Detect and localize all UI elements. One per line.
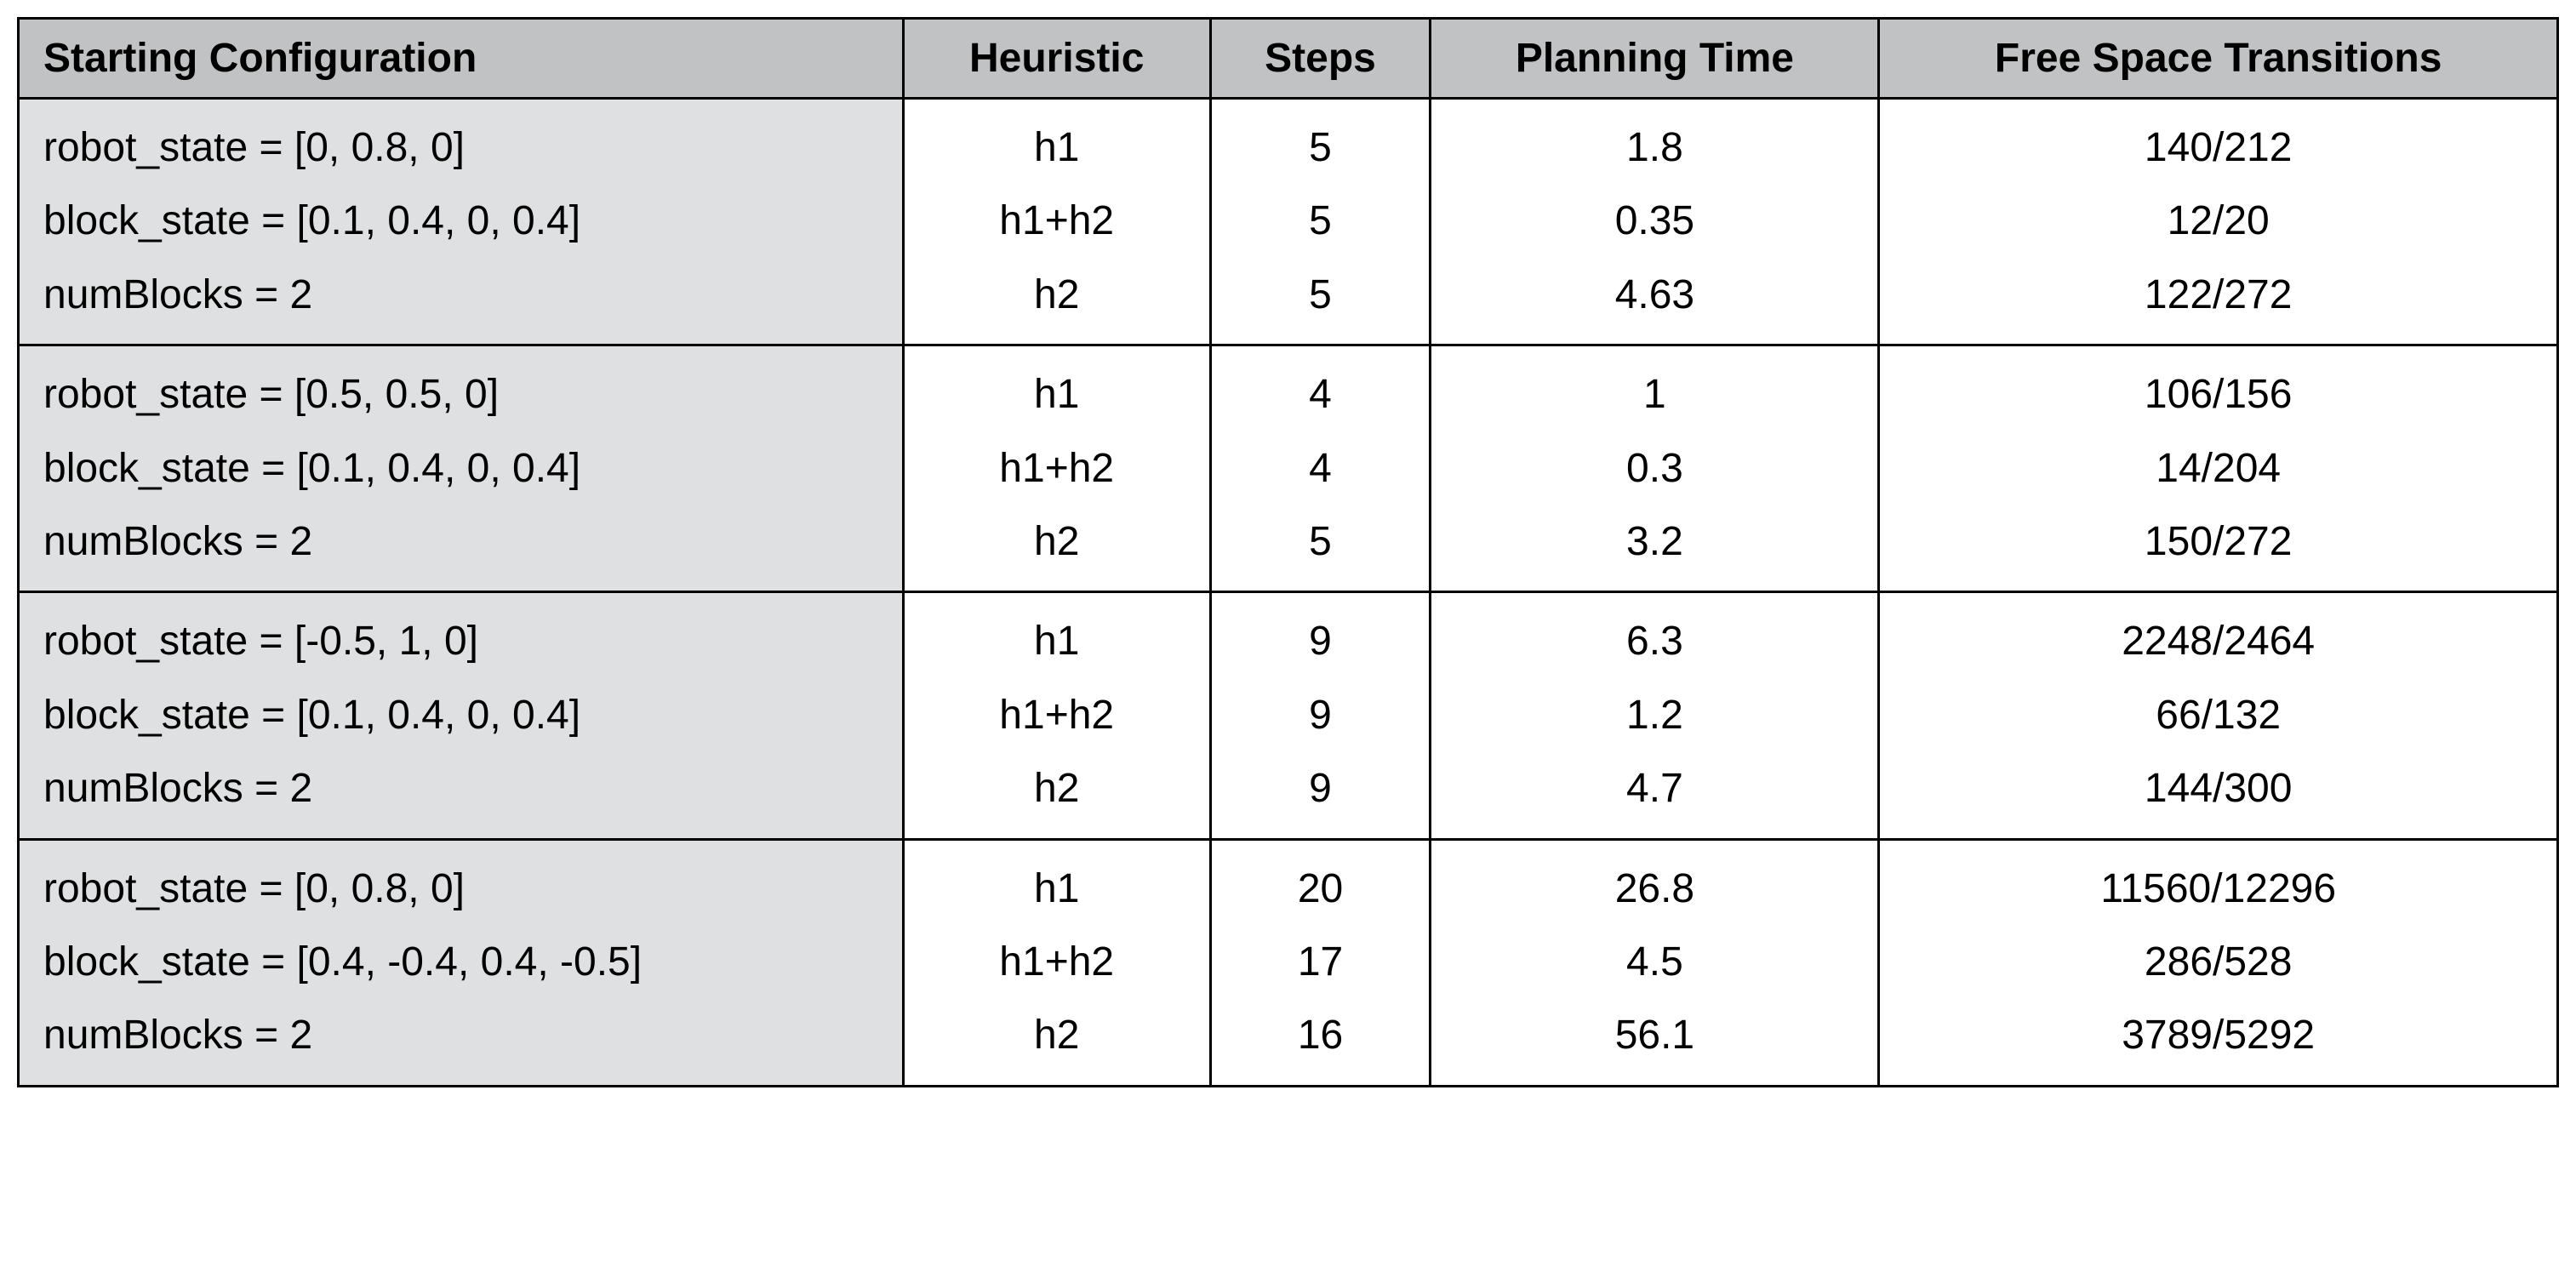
cell-value: 150/272 — [1897, 505, 2539, 579]
table-row: robot_state = [0, 0.8, 0] block_state = … — [19, 99, 2558, 345]
config-cell: robot_state = [0.5, 0.5, 0] block_state … — [19, 345, 904, 592]
cell-value: 5 — [1229, 185, 1413, 258]
cell-value: h2 — [922, 259, 1192, 332]
cell-value: 286/528 — [1897, 926, 2539, 999]
free-space-cell: 140/212 12/20 122/272 — [1879, 99, 2558, 345]
steps-cell: 4 4 5 — [1210, 345, 1431, 592]
planning-time-cell: 6.3 1.2 4.7 — [1431, 592, 1879, 839]
cell-value: 3789/5292 — [1897, 999, 2539, 1072]
cell-value: 9 — [1229, 679, 1413, 752]
cell-value: 12/20 — [1897, 185, 2539, 258]
free-space-cell: 11560/12296 286/528 3789/5292 — [1879, 839, 2558, 1086]
planning-time-cell: 1.8 0.35 4.63 — [1431, 99, 1879, 345]
cell-value: h1+h2 — [922, 432, 1192, 505]
table-row: robot_state = [-0.5, 1, 0] block_state =… — [19, 592, 2558, 839]
cell-value: h1+h2 — [922, 926, 1192, 999]
cell-value: 4.63 — [1448, 259, 1860, 332]
cell-value: 5 — [1229, 259, 1413, 332]
config-num-blocks: numBlocks = 2 — [43, 752, 878, 825]
cell-value: 1.8 — [1448, 111, 1860, 185]
col-header-free-space: Free Space Transitions — [1879, 19, 2558, 99]
col-header-steps: Steps — [1210, 19, 1431, 99]
cell-value: 5 — [1229, 111, 1413, 185]
cell-value: h1 — [922, 111, 1192, 185]
cell-value: 3.2 — [1448, 505, 1860, 579]
col-header-planning-time: Planning Time — [1431, 19, 1879, 99]
heuristic-cell: h1 h1+h2 h2 — [903, 99, 1210, 345]
cell-value: 4 — [1229, 432, 1413, 505]
cell-value: 1.2 — [1448, 679, 1860, 752]
steps-cell: 5 5 5 — [1210, 99, 1431, 345]
cell-value: 11560/12296 — [1897, 853, 2539, 926]
cell-value: h1+h2 — [922, 679, 1192, 752]
table-header-row: Starting Configuration Heuristic Steps P… — [19, 19, 2558, 99]
cell-value: 66/132 — [1897, 679, 2539, 752]
planning-time-cell: 26.8 4.5 56.1 — [1431, 839, 1879, 1086]
cell-value: 9 — [1229, 605, 1413, 678]
free-space-cell: 2248/2464 66/132 144/300 — [1879, 592, 2558, 839]
cell-value: 0.3 — [1448, 432, 1860, 505]
cell-value: h1+h2 — [922, 185, 1192, 258]
cell-value: h2 — [922, 752, 1192, 825]
table-row: robot_state = [0.5, 0.5, 0] block_state … — [19, 345, 2558, 592]
cell-value: 17 — [1229, 926, 1413, 999]
config-robot-state: robot_state = [0, 0.8, 0] — [43, 853, 878, 926]
cell-value: h1 — [922, 358, 1192, 431]
cell-value: 1 — [1448, 358, 1860, 431]
cell-value: 26.8 — [1448, 853, 1860, 926]
cell-value: h1 — [922, 853, 1192, 926]
cell-value: 2248/2464 — [1897, 605, 2539, 678]
cell-value: 14/204 — [1897, 432, 2539, 505]
config-num-blocks: numBlocks = 2 — [43, 505, 878, 579]
cell-value: 4.7 — [1448, 752, 1860, 825]
cell-value: h2 — [922, 999, 1192, 1072]
config-cell: robot_state = [0, 0.8, 0] block_state = … — [19, 99, 904, 345]
heuristic-cell: h1 h1+h2 h2 — [903, 839, 1210, 1086]
cell-value: 106/156 — [1897, 358, 2539, 431]
config-cell: robot_state = [-0.5, 1, 0] block_state =… — [19, 592, 904, 839]
cell-value: h1 — [922, 605, 1192, 678]
cell-value: 5 — [1229, 505, 1413, 579]
planning-time-cell: 1 0.3 3.2 — [1431, 345, 1879, 592]
config-robot-state: robot_state = [0.5, 0.5, 0] — [43, 358, 878, 431]
config-cell: robot_state = [0, 0.8, 0] block_state = … — [19, 839, 904, 1086]
cell-value: 4.5 — [1448, 926, 1860, 999]
config-block-state: block_state = [0.1, 0.4, 0, 0.4] — [43, 432, 878, 505]
cell-value: 0.35 — [1448, 185, 1860, 258]
config-block-state: block_state = [0.1, 0.4, 0, 0.4] — [43, 185, 878, 258]
cell-value: 56.1 — [1448, 999, 1860, 1072]
cell-value: 16 — [1229, 999, 1413, 1072]
steps-cell: 9 9 9 — [1210, 592, 1431, 839]
cell-value: 6.3 — [1448, 605, 1860, 678]
heuristic-cell: h1 h1+h2 h2 — [903, 592, 1210, 839]
steps-cell: 20 17 16 — [1210, 839, 1431, 1086]
col-header-heuristic: Heuristic — [903, 19, 1210, 99]
config-num-blocks: numBlocks = 2 — [43, 259, 878, 332]
heuristic-cell: h1 h1+h2 h2 — [903, 345, 1210, 592]
col-header-config: Starting Configuration — [19, 19, 904, 99]
table-row: robot_state = [0, 0.8, 0] block_state = … — [19, 839, 2558, 1086]
config-robot-state: robot_state = [-0.5, 1, 0] — [43, 605, 878, 678]
cell-value: 144/300 — [1897, 752, 2539, 825]
cell-value: 4 — [1229, 358, 1413, 431]
config-block-state: block_state = [0.4, -0.4, 0.4, -0.5] — [43, 926, 878, 999]
config-robot-state: robot_state = [0, 0.8, 0] — [43, 111, 878, 185]
cell-value: 9 — [1229, 752, 1413, 825]
config-num-blocks: numBlocks = 2 — [43, 999, 878, 1072]
cell-value: h2 — [922, 505, 1192, 579]
cell-value: 140/212 — [1897, 111, 2539, 185]
free-space-cell: 106/156 14/204 150/272 — [1879, 345, 2558, 592]
config-block-state: block_state = [0.1, 0.4, 0, 0.4] — [43, 679, 878, 752]
cell-value: 122/272 — [1897, 259, 2539, 332]
results-table: Starting Configuration Heuristic Steps P… — [17, 17, 2559, 1087]
cell-value: 20 — [1229, 853, 1413, 926]
